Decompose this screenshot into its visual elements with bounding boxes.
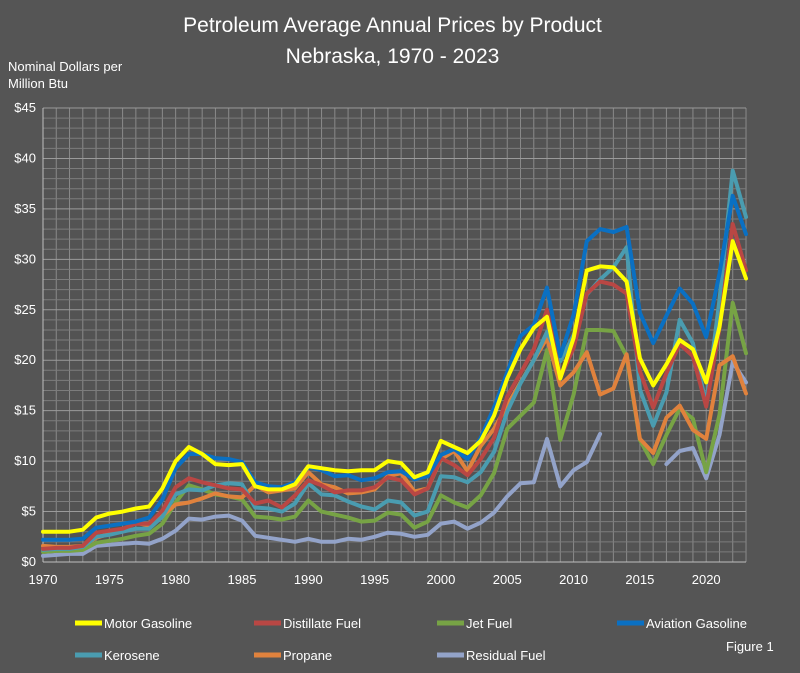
- x-tick-label: 2000: [426, 572, 455, 587]
- legend-label: Kerosene: [104, 648, 160, 663]
- legend-item-distillate-fuel: Distillate Fuel: [254, 616, 361, 631]
- series-line-motor-gasoline: [41, 239, 748, 534]
- chart-subtitle: Nebraska, 1970 - 2023: [285, 45, 500, 68]
- x-tick-label: 1985: [228, 572, 257, 587]
- legend-item-propane: Propane: [254, 648, 332, 663]
- plot-area: [43, 108, 746, 562]
- x-tick-label: 2015: [625, 572, 654, 587]
- x-tick-label: 1980: [161, 572, 190, 587]
- y-tick-label: $35: [14, 201, 36, 216]
- x-tick-label: 1970: [29, 572, 58, 587]
- y-tick-label: $25: [14, 302, 36, 317]
- legend-item-aviation-gasoline: Aviation Gasoline: [617, 616, 747, 631]
- legend-label: Motor Gasoline: [104, 616, 192, 631]
- y-tick-label: $15: [14, 403, 36, 418]
- legend-item-jet-fuel: Jet Fuel: [437, 616, 512, 631]
- x-tick-label: 2005: [493, 572, 522, 587]
- x-tick-label: 1990: [294, 572, 323, 587]
- y-tick-label: $30: [14, 251, 36, 266]
- x-tick-label: 2010: [559, 572, 588, 587]
- axes: $0 $5 $10 $15 $20 $25 $30 $35 $40 $45 1970 1975 1980…: [14, 100, 746, 587]
- x-tick-label: 1975: [95, 572, 124, 587]
- series-lines: [41, 168, 748, 558]
- legend-item-residual-fuel: Residual Fuel: [437, 648, 546, 663]
- series-line-kerosene: [41, 168, 748, 552]
- series-line-residual-fuel: [41, 360, 748, 558]
- figure-label: Figure 1: [726, 639, 774, 654]
- legend-label: Aviation Gasoline: [646, 616, 747, 631]
- legend-item-motor-gasoline: Motor Gasoline: [75, 616, 192, 631]
- y-tick-label: $0: [22, 554, 36, 569]
- legend: Motor Gasoline Distillate Fuel Jet Fuel Avi…: [75, 616, 747, 663]
- series-line-distillate-fuel: [41, 222, 748, 551]
- y-tick-label: $5: [22, 504, 36, 519]
- y-axis-label: Nominal Dollars per Million Btu: [8, 59, 123, 91]
- series-line-aviation-gasoline: [41, 193, 748, 542]
- grid: [42, 107, 747, 563]
- legend-label: Distillate Fuel: [283, 616, 361, 631]
- x-tick-label: 1995: [360, 572, 389, 587]
- legend-label: Jet Fuel: [466, 616, 512, 631]
- legend-item-kerosene: Kerosene: [75, 648, 160, 663]
- x-tick-label: 2020: [692, 572, 721, 587]
- legend-label: Propane: [283, 648, 332, 663]
- y-tick-label: $10: [14, 453, 36, 468]
- chart-title: Petroleum Average Annual Prices by Produ…: [183, 14, 602, 37]
- y-tick-label: $40: [14, 150, 36, 165]
- y-tick-label: $20: [14, 352, 36, 367]
- y-tick-label: $45: [14, 100, 36, 115]
- legend-label: Residual Fuel: [466, 648, 546, 663]
